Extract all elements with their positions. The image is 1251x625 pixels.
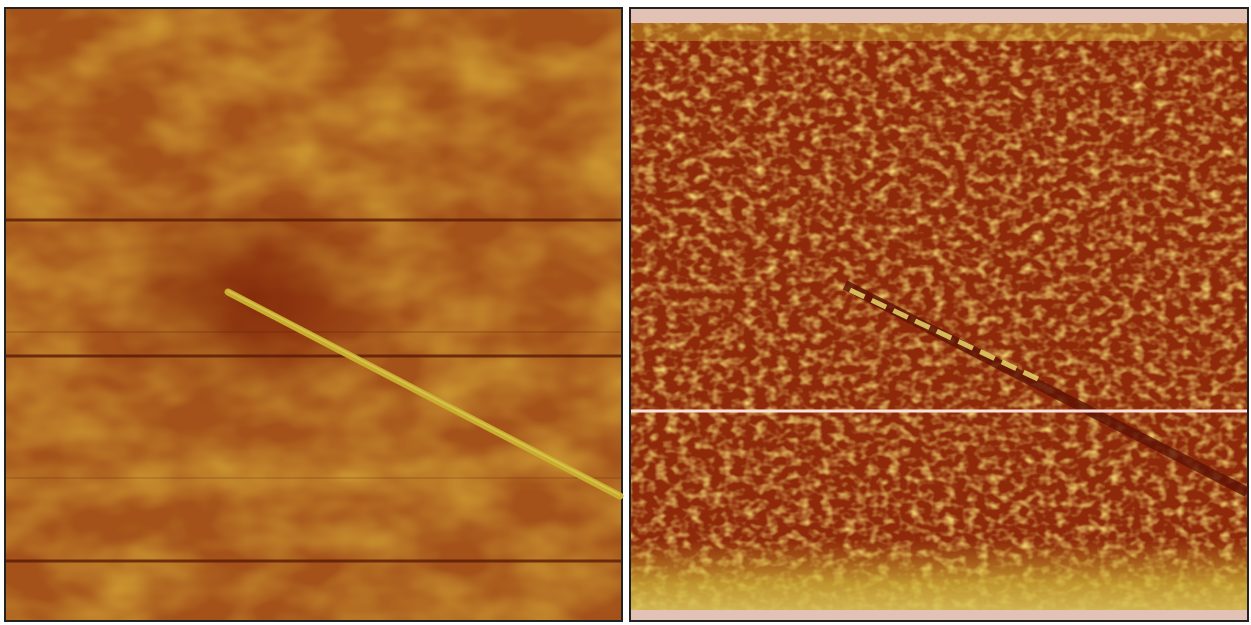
right-texture [631,9,1247,620]
page: (() => { const data = JSON.parse(documen… [0,0,1251,625]
bottom-yellow [631,540,1247,612]
top-band [631,9,1247,23]
top-yellow [631,23,1247,41]
bottom-band [631,610,1247,620]
afm-figure [0,0,1251,625]
right-panel [630,8,1248,621]
left-panel [5,8,622,621]
